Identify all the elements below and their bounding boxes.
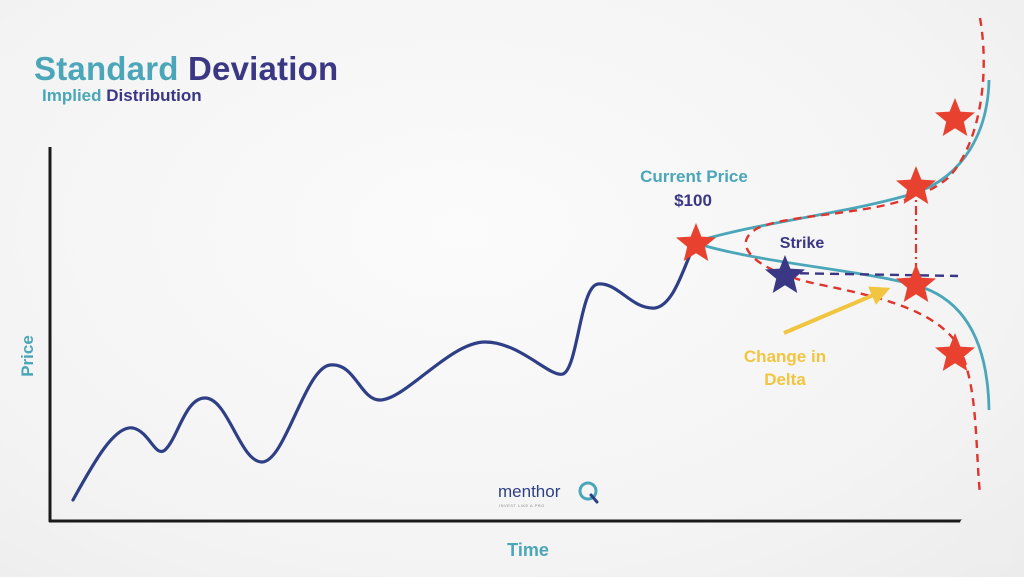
subtitle-part-1: Implied	[42, 86, 102, 105]
current-price-label: Current Price	[640, 167, 748, 186]
title-part-2: Deviation	[188, 50, 339, 87]
change-in-delta-label-line1: Change in	[744, 347, 826, 366]
price-path-line	[71, 242, 697, 502]
strike-label: Strike	[780, 235, 825, 252]
distribution-star-icon	[935, 333, 975, 371]
change-in-delta-label-line2: Delta	[764, 370, 806, 389]
page-title: Standard Deviation	[34, 50, 338, 88]
strike-star-icon	[765, 255, 805, 293]
logo-text: menthor	[498, 482, 561, 501]
distribution-star-icon	[935, 98, 975, 136]
current-price-star-icon	[676, 223, 716, 261]
corner-decoration	[960, 519, 1012, 563]
page-subtitle: Implied Distribution	[42, 86, 202, 106]
subtitle-part-2: Distribution	[106, 86, 202, 105]
menthorq-logo: menthor INVEST LIKE A PRO	[498, 481, 599, 508]
logo-q-icon	[578, 481, 599, 504]
logo-tagline: INVEST LIKE A PRO	[499, 503, 545, 508]
current-price-value: $100	[674, 191, 712, 210]
distribution-star-icon	[896, 166, 936, 204]
lower-std-curve	[694, 241, 991, 411]
implied-distribution-curve	[744, 17, 985, 496]
x-axis-label: Time	[507, 540, 549, 560]
distribution-star-icon	[896, 264, 936, 302]
title-part-1: Standard	[34, 50, 179, 87]
arrow-icon	[783, 286, 891, 335]
y-axis-label: Price	[18, 335, 37, 377]
upper-std-curve	[694, 79, 991, 244]
